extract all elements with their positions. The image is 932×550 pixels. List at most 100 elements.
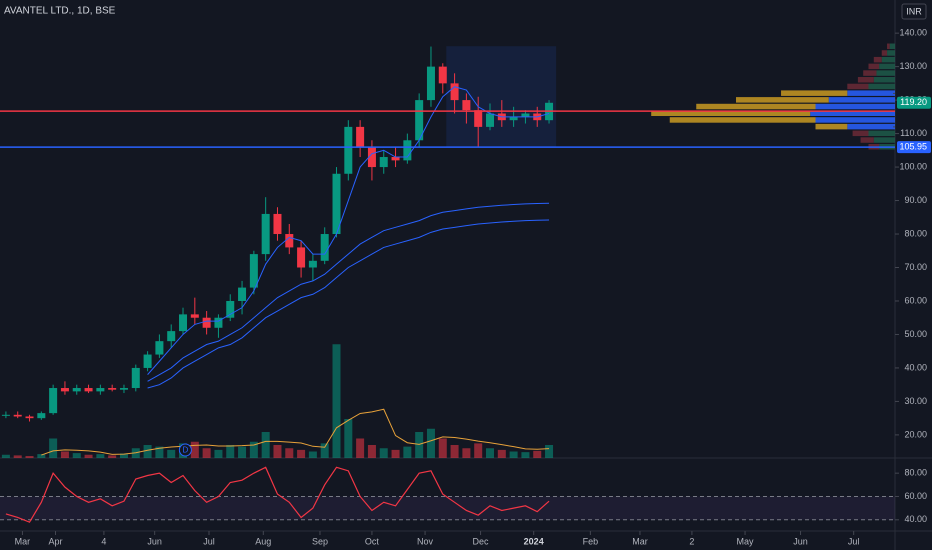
profile-bar	[881, 56, 895, 63]
profile-bar	[889, 43, 895, 50]
x-tick-label: May	[737, 536, 755, 546]
volume-bar	[84, 454, 93, 458]
x-tick-label: Sep	[312, 536, 328, 546]
y-tick-label: 50.00	[904, 329, 927, 339]
y-tick-label: 140.00	[899, 28, 927, 38]
last-price-tag	[897, 96, 931, 109]
x-tick-label: Jul	[848, 536, 860, 546]
profile-bar	[847, 123, 895, 130]
candle-body	[308, 260, 317, 268]
chart-title: AVANTEL LTD., 1D, BSE	[4, 6, 116, 17]
profile-bar	[669, 117, 816, 123]
profile-bar	[873, 137, 895, 143]
candle-body	[297, 247, 306, 268]
candle-body	[415, 100, 424, 141]
price-tag	[897, 141, 931, 154]
volume-bar	[462, 448, 471, 458]
volume-bar	[261, 432, 270, 458]
volume-bar	[1, 454, 10, 458]
profile-bar	[736, 97, 829, 103]
volume-bar	[190, 441, 199, 458]
volume-bar	[521, 452, 530, 458]
profile-bar	[815, 103, 895, 110]
candle-body	[214, 317, 223, 328]
x-tick-label: Jun	[793, 536, 808, 546]
profile-bar	[873, 77, 895, 83]
candle-body	[356, 126, 365, 147]
candle-body	[438, 66, 447, 84]
candle-body	[108, 388, 117, 390]
volume-bar	[367, 445, 376, 458]
candle-body	[60, 388, 69, 392]
candle-body	[1, 414, 10, 416]
volume-bar	[226, 445, 235, 458]
currency-button[interactable]	[901, 3, 927, 20]
last-price-label: 119.20	[900, 97, 927, 107]
volume-ma	[41, 408, 550, 456]
volume-bar	[143, 445, 152, 458]
volume-bar	[497, 449, 506, 458]
volume-bar	[356, 438, 365, 458]
candle-body	[25, 416, 34, 419]
profile-bar	[847, 90, 895, 96]
x-tick-label: 4	[101, 536, 106, 546]
candle-body	[226, 300, 235, 318]
candle-body	[379, 157, 388, 168]
candle-body	[84, 388, 93, 392]
volume-bar	[415, 432, 424, 458]
y-tick-label: 60.00	[904, 295, 927, 305]
volume-bar	[155, 446, 164, 458]
x-tick-label: Dec	[473, 536, 490, 546]
volume-bar	[391, 449, 400, 458]
candle-body	[72, 388, 81, 392]
profile-bar	[868, 130, 895, 137]
volume-bar	[167, 449, 176, 458]
profile-bar	[887, 43, 890, 50]
candle-body	[474, 110, 483, 127]
event-marker	[178, 443, 192, 457]
profile-bar	[696, 103, 816, 110]
volume-bar	[344, 419, 353, 458]
candle-body	[403, 140, 412, 161]
y-tick-label: 110.00	[900, 128, 927, 138]
candle-body	[450, 83, 459, 101]
y-tick-label: 100.00	[899, 161, 927, 171]
volume-bar	[509, 451, 518, 458]
x-tick-label: Feb	[583, 536, 599, 546]
profile-bar	[781, 90, 848, 96]
volume-bar	[72, 453, 81, 458]
candle-body	[190, 314, 199, 318]
candle-body	[202, 317, 211, 328]
currency-label[interactable]: INR	[906, 6, 922, 16]
volume-bar	[379, 448, 388, 458]
candle-body	[96, 388, 105, 392]
y-tick-label: 80.00	[904, 228, 927, 238]
candle-body	[155, 341, 164, 355]
volume-bar	[37, 454, 46, 458]
profile-bar	[873, 56, 882, 63]
candle-body	[344, 126, 353, 174]
volume-bar	[249, 441, 258, 458]
candle-body	[509, 116, 518, 121]
plot: 20.00 30.00 40.00 50.00 60.00 70.00 80.00 90.00…	[0, 28, 931, 546]
profile-bar	[868, 83, 895, 90]
volume-bar	[13, 455, 22, 458]
volume-bar	[533, 450, 542, 458]
profile-bar	[847, 83, 869, 90]
event-label: D	[182, 446, 188, 455]
profile-bar	[863, 70, 877, 76]
candle-body	[143, 354, 152, 368]
volume-bar	[332, 344, 341, 458]
candle-body	[462, 100, 471, 111]
volume-bar	[49, 438, 58, 458]
candle-body	[426, 66, 435, 101]
profile-bar	[815, 117, 895, 123]
volume-bar	[96, 454, 105, 458]
candle-body	[486, 113, 495, 127]
volume-bar	[214, 449, 223, 458]
profile-bar	[651, 110, 811, 116]
volume-bar	[60, 451, 69, 458]
candle-body	[37, 413, 46, 419]
